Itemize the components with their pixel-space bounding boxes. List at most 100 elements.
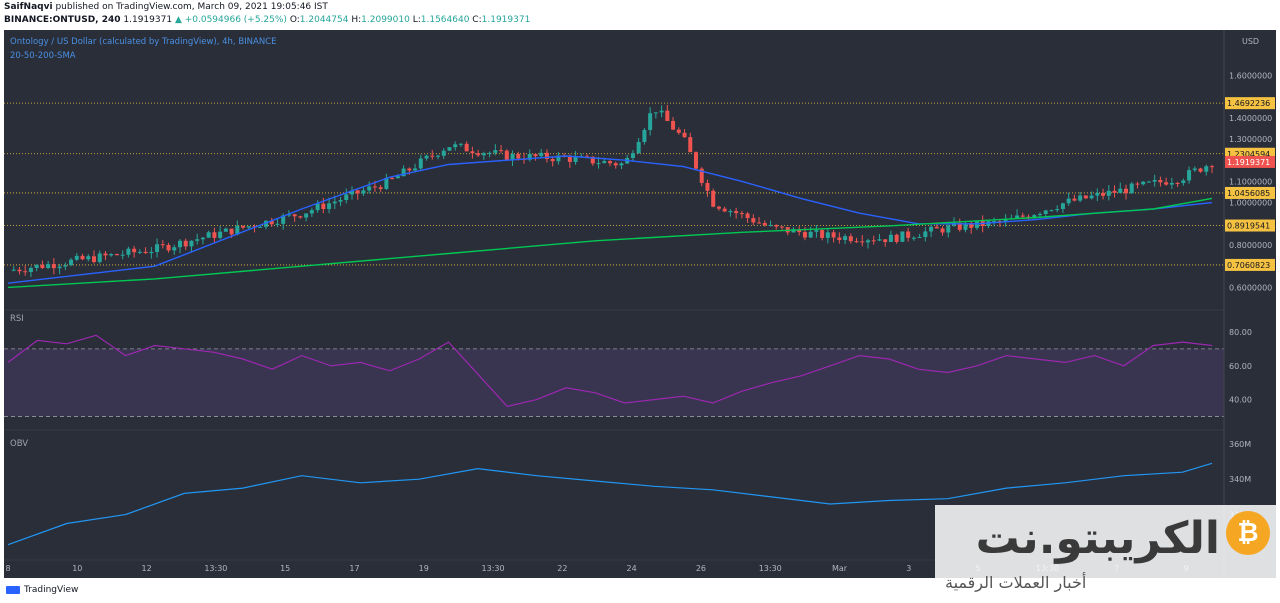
- candle-body: [516, 154, 521, 159]
- candle-body: [304, 213, 309, 218]
- candle-body: [264, 220, 268, 227]
- candle-body: [1055, 209, 1060, 211]
- candle-body: [688, 137, 693, 153]
- level-tag: [1225, 258, 1275, 271]
- candle-body: [1083, 195, 1088, 199]
- tradingview-logo[interactable]: TradingView: [6, 585, 78, 595]
- time-tick-label: 13:30: [204, 564, 227, 573]
- candle-body: [11, 269, 16, 271]
- candle-body: [178, 240, 182, 248]
- open-value: 1.2044754: [299, 15, 349, 25]
- level-tag: [1225, 186, 1275, 199]
- ma-legend: 20-50-200-SMA: [10, 51, 76, 61]
- candle-body: [1112, 190, 1117, 193]
- candle-body: [613, 163, 618, 166]
- candle-body: [1124, 188, 1128, 194]
- candle-body: [694, 152, 698, 169]
- candle-body: [172, 247, 177, 251]
- candle-body: [883, 239, 888, 243]
- axis-unit: USD: [1242, 37, 1259, 46]
- publish-header: SaifNaqvi published on TradingView.com, …: [0, 0, 1280, 30]
- obv-line: [7, 462, 1213, 546]
- candle-body: [802, 232, 807, 238]
- candle-body: [92, 256, 96, 263]
- candle-body: [1038, 213, 1042, 216]
- candle-body: [768, 224, 773, 226]
- candle-body: [734, 211, 739, 214]
- chart-svg[interactable]: 0.60000000.70000000.80000000.90000001.00…: [4, 30, 1276, 578]
- candle-body: [837, 237, 842, 241]
- candle-body: [493, 150, 498, 153]
- axis-bg: [1224, 30, 1276, 578]
- time-tick-label: 22: [557, 564, 567, 573]
- candle-body: [321, 203, 326, 210]
- candle-body: [676, 129, 681, 133]
- candle-body: [877, 239, 882, 241]
- moving-averages: [7, 155, 1213, 289]
- symbol-label: BINANCE:ONTUSD, 240: [4, 15, 121, 25]
- level-tag-label: 0.8919541: [1227, 222, 1270, 231]
- sma-line: [7, 155, 1213, 284]
- candle-body: [361, 190, 366, 194]
- candle-body: [527, 154, 532, 160]
- candle-body: [149, 251, 154, 254]
- candle-body: [728, 211, 733, 213]
- candle-body: [195, 239, 200, 241]
- price-axis: 0.60000000.70000000.80000000.90000001.00…: [1223, 30, 1276, 578]
- candle-body: [825, 232, 830, 238]
- candle-body: [200, 237, 205, 240]
- candle-body: [436, 155, 440, 157]
- candle-body: [1015, 215, 1020, 219]
- candle-body: [1204, 166, 1209, 172]
- candle-body: [143, 251, 148, 254]
- time-tick-label: 10: [72, 564, 82, 573]
- candle-body: [350, 190, 354, 195]
- candle-body: [745, 213, 750, 219]
- candle-body: [166, 244, 171, 251]
- rsi-legend: RSI: [10, 314, 24, 324]
- candle-body: [1158, 179, 1163, 183]
- price-tick-label: 1.6000000: [1229, 71, 1272, 80]
- candle-body: [332, 201, 337, 204]
- quote-line: BINANCE:ONTUSD, 240 1.1919371 ▲ +0.05949…: [4, 15, 531, 25]
- candle-body: [791, 229, 796, 233]
- candle-body: [447, 147, 452, 151]
- obv-legend: OBV: [10, 439, 28, 449]
- candle-body: [235, 225, 240, 235]
- candle-body: [126, 248, 131, 255]
- bitcoin-icon: ₿: [1226, 511, 1270, 555]
- price-tick-label: 1.0000000: [1229, 199, 1272, 208]
- candle-body: [814, 230, 819, 232]
- candle-body: [487, 152, 492, 154]
- candle-body: [590, 156, 595, 164]
- candle-body: [275, 223, 280, 225]
- candle-body: [189, 240, 194, 247]
- candle-body: [120, 254, 125, 256]
- publisher-name[interactable]: SaifNaqvi: [4, 2, 53, 12]
- candle-body: [470, 151, 475, 154]
- time-tick-label: 8: [5, 564, 10, 573]
- candle-body: [258, 226, 263, 228]
- candle-body: [630, 153, 635, 159]
- candle-body: [957, 222, 962, 230]
- candle-body: [762, 223, 767, 226]
- chart-title: Ontology / US Dollar (calculated by Trad…: [10, 37, 277, 47]
- candle-body: [682, 132, 687, 138]
- candle-body: [843, 236, 848, 241]
- candle-body: [1101, 192, 1106, 196]
- level-tag-label: 1.2304594: [1227, 150, 1270, 159]
- candle-body: [160, 244, 165, 246]
- candle-body: [567, 156, 572, 162]
- candle-body: [292, 214, 297, 217]
- chart-area[interactable]: 0.60000000.70000000.80000000.90000001.00…: [4, 30, 1276, 578]
- candle-body: [940, 228, 945, 233]
- candle-body: [544, 152, 549, 159]
- candle-body: [1020, 215, 1025, 217]
- candle-body: [1072, 198, 1077, 201]
- candle-body: [367, 186, 372, 191]
- candle-body: [28, 267, 33, 272]
- candle-body: [820, 230, 825, 238]
- candle-body: [659, 110, 664, 113]
- candle-body: [109, 254, 114, 256]
- last-price: 1.1919371: [123, 15, 173, 25]
